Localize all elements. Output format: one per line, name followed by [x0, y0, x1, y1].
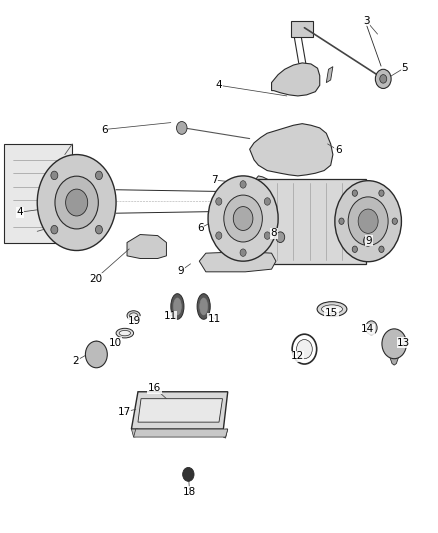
Circle shape	[177, 122, 187, 134]
Polygon shape	[199, 252, 276, 272]
Text: 8: 8	[270, 229, 277, 238]
Text: 11: 11	[163, 311, 177, 321]
Circle shape	[216, 232, 222, 239]
Polygon shape	[223, 429, 228, 438]
Circle shape	[233, 207, 253, 230]
Text: 16: 16	[148, 383, 161, 393]
Polygon shape	[131, 392, 228, 429]
Ellipse shape	[321, 305, 343, 313]
Circle shape	[95, 225, 102, 234]
Polygon shape	[4, 144, 72, 243]
Circle shape	[382, 329, 406, 359]
Polygon shape	[250, 124, 333, 176]
Circle shape	[264, 232, 270, 239]
Ellipse shape	[200, 298, 208, 315]
Text: 5: 5	[401, 63, 408, 72]
Circle shape	[335, 181, 402, 262]
Circle shape	[55, 176, 98, 229]
Text: 18: 18	[183, 487, 196, 497]
Text: 12: 12	[290, 351, 304, 361]
Ellipse shape	[127, 311, 140, 320]
Text: 20: 20	[89, 274, 102, 284]
Polygon shape	[326, 67, 333, 83]
Ellipse shape	[173, 298, 181, 315]
Polygon shape	[138, 399, 223, 422]
Ellipse shape	[317, 302, 347, 317]
Circle shape	[240, 249, 246, 256]
Polygon shape	[247, 176, 280, 205]
Circle shape	[240, 181, 246, 188]
Text: 9: 9	[365, 236, 372, 246]
Text: 13: 13	[397, 338, 410, 348]
Circle shape	[380, 75, 387, 83]
Circle shape	[379, 246, 384, 253]
Text: 7: 7	[211, 175, 218, 185]
Text: 3: 3	[363, 16, 370, 26]
Circle shape	[224, 195, 262, 242]
Text: 3: 3	[363, 16, 370, 26]
Text: 19: 19	[128, 317, 141, 326]
Text: 6: 6	[101, 125, 108, 134]
Circle shape	[276, 232, 285, 243]
Ellipse shape	[171, 294, 184, 319]
Polygon shape	[134, 429, 228, 437]
Polygon shape	[291, 21, 313, 37]
Polygon shape	[390, 344, 399, 365]
Text: 11: 11	[208, 314, 221, 324]
Text: 9: 9	[177, 266, 184, 276]
Polygon shape	[127, 235, 166, 259]
Text: 4: 4	[17, 207, 24, 217]
Circle shape	[379, 190, 384, 196]
Circle shape	[95, 171, 102, 180]
Ellipse shape	[119, 330, 131, 336]
Text: 6: 6	[197, 223, 204, 233]
Circle shape	[297, 340, 312, 359]
Text: 6: 6	[335, 146, 342, 155]
Circle shape	[364, 236, 372, 246]
Ellipse shape	[197, 294, 210, 319]
Circle shape	[66, 189, 88, 216]
Circle shape	[216, 198, 222, 205]
Circle shape	[37, 155, 116, 251]
Circle shape	[366, 321, 377, 335]
Polygon shape	[90, 341, 103, 365]
Text: 14: 14	[361, 325, 374, 334]
Circle shape	[264, 198, 270, 205]
Circle shape	[183, 467, 194, 481]
Circle shape	[392, 218, 397, 224]
Text: 10: 10	[109, 338, 122, 348]
Circle shape	[352, 246, 357, 253]
Text: 4: 4	[215, 80, 223, 90]
Circle shape	[208, 176, 278, 261]
Circle shape	[51, 171, 58, 180]
Circle shape	[85, 341, 107, 368]
Circle shape	[358, 209, 378, 233]
Polygon shape	[243, 179, 366, 264]
Text: 15: 15	[325, 309, 338, 318]
Text: 2: 2	[72, 356, 79, 366]
Ellipse shape	[116, 328, 134, 338]
Ellipse shape	[130, 313, 138, 318]
Circle shape	[51, 225, 58, 234]
Circle shape	[375, 69, 391, 88]
Circle shape	[352, 190, 357, 196]
Polygon shape	[272, 63, 320, 96]
Text: 17: 17	[117, 407, 131, 417]
Circle shape	[348, 197, 388, 246]
Circle shape	[339, 218, 344, 224]
Polygon shape	[131, 429, 140, 437]
